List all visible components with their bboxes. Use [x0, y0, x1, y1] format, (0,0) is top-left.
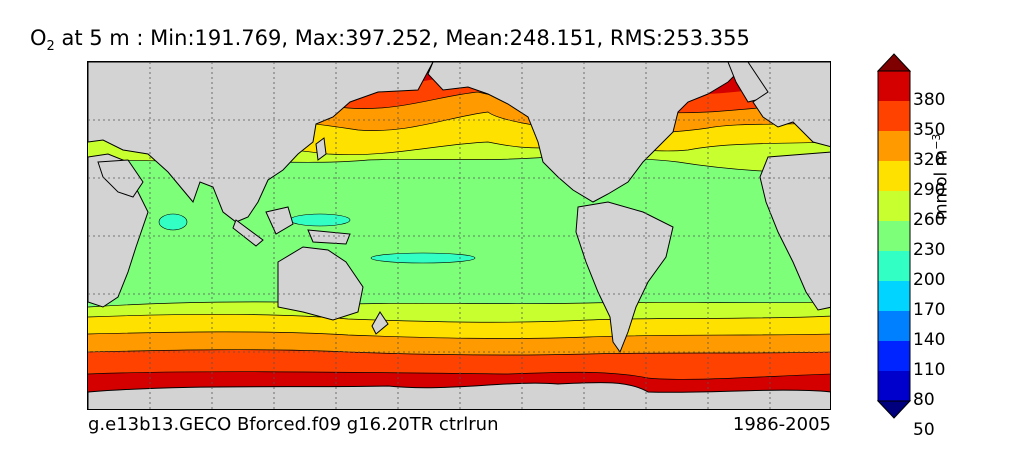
land-new-zealand — [371, 311, 389, 335]
land-eurasia — [88, 62, 434, 223]
colorbar-tick-label: 140 — [913, 330, 946, 350]
title-subscript: 2 — [46, 39, 55, 55]
map-plot-area — [87, 61, 831, 410]
land-africa-east-edge — [759, 151, 830, 311]
colorbar-tick-label: 350 — [913, 120, 946, 140]
title-variable: O — [30, 26, 47, 50]
colorbar-tick-label: 170 — [913, 300, 946, 320]
colorbar-tick-label: 200 — [913, 270, 946, 290]
land-antarctica — [88, 381, 830, 409]
land-north-america — [427, 62, 749, 203]
colorbar-tick-label: 260 — [913, 210, 946, 230]
patch-170-west-pacific — [289, 213, 351, 227]
colorbar-segment — [878, 341, 910, 371]
colorbar-tick-label: 290 — [913, 180, 946, 200]
title-stats: at 5 m : Min:191.769, Max:397.252, Mean:… — [54, 26, 750, 50]
land-masses — [88, 62, 830, 409]
colorbar-tick-label: 80 — [913, 390, 935, 410]
land-borneo — [265, 206, 294, 235]
colorbar-segment — [878, 251, 910, 281]
land-sumatra — [232, 219, 264, 247]
colorbar-tick-label: 230 — [913, 240, 946, 260]
colorbar-segment — [878, 371, 910, 401]
colorbar-segment — [878, 311, 910, 341]
unit-base: mmol m — [931, 149, 952, 220]
unit-exponent: −3 — [930, 133, 943, 150]
colorbar-segment — [878, 191, 910, 221]
land-south-america — [575, 201, 674, 354]
land-arabia — [97, 159, 144, 198]
colorbar-outline — [877, 70, 911, 402]
colorbar-extend-min — [877, 400, 911, 419]
colorbar-segment — [878, 161, 910, 191]
land-japan — [315, 137, 327, 161]
run-caption: g.e13b13.GECO Bforced.f09 g16.20TR ctrlr… — [88, 414, 499, 435]
colorbar-unit-label: mmol m−3 — [930, 134, 952, 220]
colorbar — [877, 53, 911, 419]
colorbar-tick-label: 110 — [913, 360, 946, 380]
colorbar-segment — [878, 101, 910, 131]
period-caption: 1986-2005 — [732, 414, 831, 435]
colorbar-tick-label: 50 — [913, 420, 935, 440]
colorbar-segment — [878, 281, 910, 311]
map-title: O2 at 5 m : Min:191.769, Max:397.252, Me… — [30, 26, 750, 54]
land-europe — [747, 62, 830, 147]
graticule — [88, 62, 830, 409]
patch-170-equatorial-pacific — [370, 252, 476, 264]
colorbar-extend-max — [877, 53, 911, 72]
land-australia — [277, 246, 364, 321]
patch-170-arabian-sea — [158, 213, 188, 231]
colorbar-segment — [878, 71, 910, 101]
colorbar-tick-label: 320 — [913, 150, 946, 170]
colorbar-tick-label: 380 — [913, 90, 946, 110]
colorbar-segment — [878, 221, 910, 251]
colorbar-segment — [878, 131, 910, 161]
ocean-oxygen-map — [88, 62, 830, 409]
